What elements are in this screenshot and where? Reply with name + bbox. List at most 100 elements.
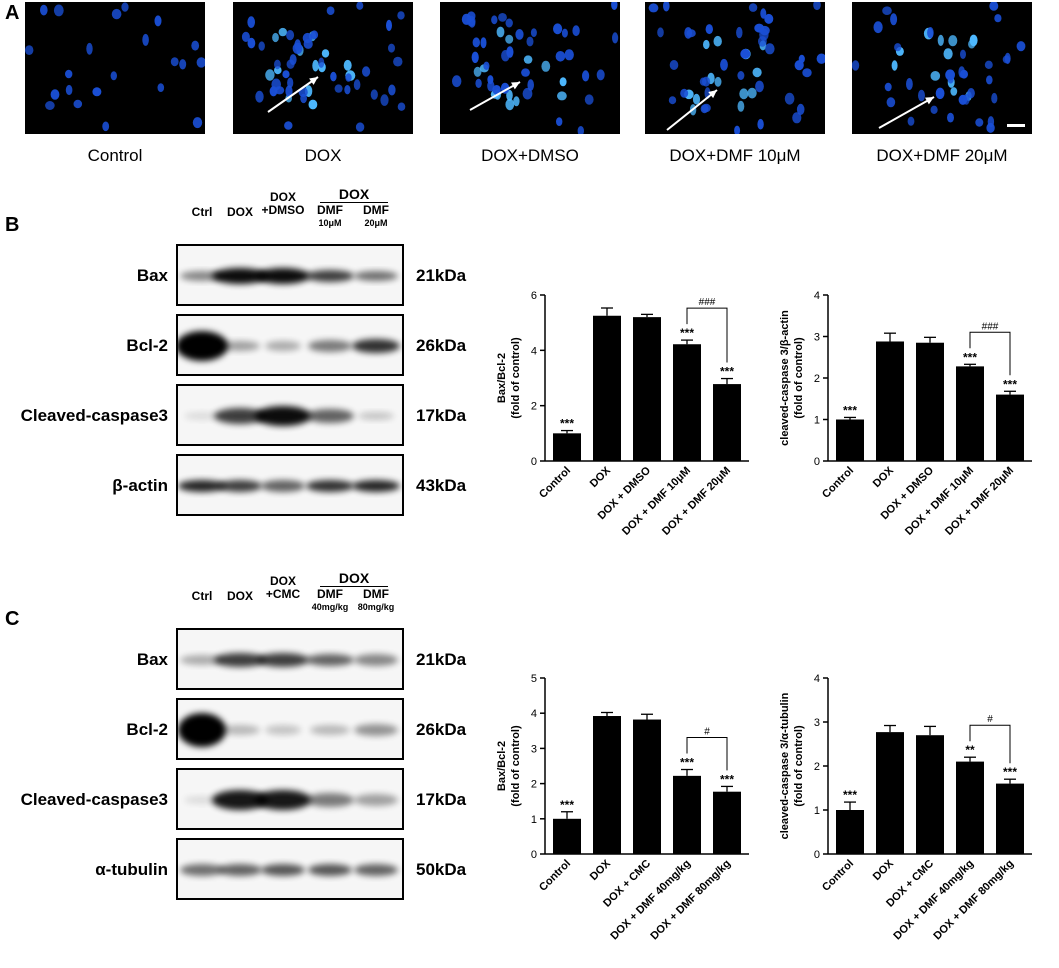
bar [876, 732, 904, 854]
cell-nucleus [466, 15, 476, 27]
arrow-head-icon [511, 82, 520, 90]
cell-nucleus [611, 2, 618, 10]
cell-nucleus [564, 49, 574, 61]
y-tick-label: 3 [531, 743, 537, 755]
cell-nucleus [73, 99, 83, 109]
cell-nucleus [40, 4, 48, 16]
cell-nucleus [555, 51, 566, 62]
cell-nucleus [657, 27, 664, 38]
cell-nucleus [345, 73, 352, 82]
cell-nucleus [496, 26, 505, 38]
cell-nucleus [526, 36, 534, 47]
comparison-label: # [704, 727, 710, 738]
lane-sublabel: 20μM [364, 218, 388, 228]
micrograph-caption: DOX+DMF 20μM [876, 146, 1008, 165]
cell-nucleus [370, 89, 378, 100]
cell-nucleus [513, 96, 520, 107]
y-tick-label: 0 [531, 456, 537, 468]
cell-nucleus [498, 13, 507, 22]
protein-band [306, 409, 354, 423]
lane-label-text: Ctrl [191, 205, 213, 219]
cell-nucleus [50, 89, 60, 100]
y-tick-label: 2 [814, 761, 820, 773]
significance-label: *** [680, 326, 694, 340]
cell-nucleus [258, 41, 265, 51]
protein-band [218, 864, 262, 876]
cell-nucleus [247, 37, 256, 49]
cell-nucleus [265, 69, 275, 81]
micrograph-caption: DOX+DMF 10μM [669, 146, 801, 165]
cell-nucleus [45, 101, 55, 110]
cell-nucleus [918, 89, 925, 102]
arrow-icon [469, 81, 521, 111]
lane-sublabel: 10μM [318, 218, 342, 228]
protein-band [352, 480, 400, 492]
cell-nucleus [530, 28, 537, 37]
molecular-weight-label: 26kDa [416, 720, 467, 739]
blot-strip [176, 244, 404, 306]
fluorescence-micrograph [440, 2, 620, 134]
cell-nucleus [991, 92, 998, 104]
cell-nucleus [737, 71, 745, 80]
lane-label: DOX +DMSO [253, 191, 313, 217]
x-tick-label: DOX [871, 464, 897, 490]
y-tick-label: 6 [531, 290, 537, 302]
protein-band [178, 480, 226, 492]
cell-nucleus [884, 82, 892, 92]
cell-nucleus [192, 117, 203, 129]
cell-nucleus [121, 2, 129, 12]
fluorescence-micrograph [852, 2, 1032, 134]
cell-nucleus [388, 84, 396, 96]
cell-nucleus [757, 118, 764, 130]
lane-label-text: DOX +CMC [265, 574, 301, 601]
cell-nucleus [680, 88, 689, 98]
cell-nucleus [255, 90, 264, 103]
cell-nucleus [584, 94, 594, 105]
cell-nucleus [284, 121, 293, 130]
molecular-weight-label: 43kDa [416, 476, 467, 495]
cell-nucleus [668, 96, 677, 105]
cell-nucleus [759, 25, 770, 36]
protein-band [212, 268, 268, 284]
chart-caspase-actin-b: 0 1 2 3 4 cleaved-caspase 3/β-actin (fold of c… [779, 290, 1032, 538]
lane-sublabel: 80mg/kg [357, 602, 395, 612]
x-tick-label: DOX + DMF 80mg/kg [931, 858, 1016, 943]
protein-band [184, 796, 220, 804]
cell-nucleus [501, 50, 510, 62]
y-tick-label: 4 [531, 708, 537, 720]
x-tick-label: DOX + DMF 40mg/kg [608, 858, 693, 943]
y-tick-label: 0 [531, 849, 537, 861]
y-axis-label: (fold of control) [510, 725, 522, 807]
lane-label-text: DOX [226, 205, 253, 219]
protein-band [218, 480, 262, 492]
cell-nucleus [356, 2, 364, 10]
cell-nucleus [755, 80, 764, 93]
x-tick-label: Control [537, 465, 573, 501]
cell-nucleus [353, 79, 361, 91]
cell-nucleus [984, 60, 993, 69]
cell-nucleus [557, 91, 567, 101]
cell-nucleus [102, 121, 110, 132]
group-header-line [320, 586, 388, 587]
bar [633, 317, 661, 461]
cell-nucleus [705, 24, 713, 35]
cell-nucleus [816, 53, 825, 64]
comparison-bracket [969, 724, 1011, 764]
cell-nucleus [65, 84, 73, 96]
lane-label-text: Ctrl [191, 589, 213, 603]
cell-nucleus [491, 15, 498, 25]
protein-band [354, 864, 398, 876]
lane-label-text: DMF [363, 203, 389, 217]
cell-nucleus [505, 98, 515, 111]
arrow-head-icon [708, 90, 717, 99]
lane-label: DOX [210, 590, 270, 603]
cell-nucleus [282, 70, 290, 79]
protein-band [265, 341, 301, 351]
protein-band [220, 341, 260, 351]
cell-nucleus [890, 13, 898, 26]
cell-nucleus [330, 71, 337, 82]
protein-band [310, 725, 350, 735]
x-tick-label: DOX + DMF 80mg/kg [648, 858, 733, 943]
protein-band [220, 725, 260, 735]
cell-nucleus [906, 78, 913, 90]
